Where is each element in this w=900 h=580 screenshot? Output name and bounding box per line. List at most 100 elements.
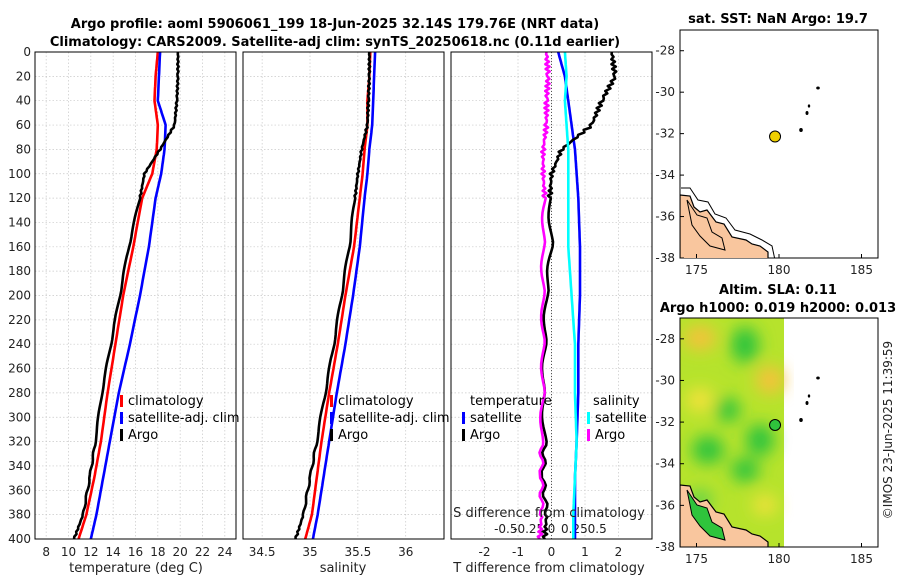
temperature-series [72,52,180,539]
temperature-x-tick-label: 18 [150,545,165,559]
legend-label-climatology: climatology [128,394,204,409]
sla-map-y-tick-label: -30 [655,373,675,387]
legend-swatch-satellite [330,412,333,424]
salinity-x-tick-label: 35.5 [344,545,371,559]
sla-field-blobs [684,326,784,515]
legend-label-t-satellite: satellite [470,411,522,426]
legend-swatch-argo [330,429,333,441]
imos-credit: ©IMOS 23-Jun-2025 11:39:59 [881,341,895,519]
temperature-line-climatology [77,52,160,539]
legend-label-climatology: climatology [338,394,414,409]
difference-x-tick-label: 1 [581,545,589,559]
difference-frame [450,51,653,540]
difference-x-tick-label: -1 [512,545,524,559]
legend-title-temperature: temperature [470,394,552,409]
salinity-series [294,52,377,539]
sla-blob [692,436,724,464]
sst-map-land [680,187,776,258]
legend-label-satellite: satellite-adj. clim [128,411,240,426]
depth-tick-label: 20 [16,69,31,83]
difference-x-tick-label: -2 [479,545,491,559]
difference-top-tick-label: 0.5 [588,522,607,536]
sst-map-axes: 175 180 185 -28 -30 -32 -34 -36 -38 [655,44,873,277]
sst-map-y-tick-label: -28 [655,44,675,58]
depth-tick-label: 80 [16,142,31,156]
legend-label-argo: Argo [128,428,158,443]
depth-tick-label: 220 [8,313,31,327]
island-marker [807,104,811,108]
salinity-xlabel: salinity [320,561,367,576]
difference-line-t-argo [540,52,618,539]
island-marker [805,401,809,405]
sla-blob [684,326,716,350]
difference-x-tick-label: 2 [615,545,623,559]
salinity-line-satellite-adj-clim [311,52,377,539]
temperature-x-tick-label: 12 [83,545,98,559]
legend-swatch-argo [120,429,123,441]
sla-map-y-tick-label: -38 [655,540,675,554]
depth-tick-label: 200 [8,289,31,303]
depth-tick-label: 120 [8,191,31,205]
sst-map-y-tick-label: -34 [655,168,675,182]
temperature-panel: 8 10 12 14 16 18 20 22 2402040608010012014016018… [8,45,237,559]
legend-label-satellite: satellite-adj. clim [338,411,450,426]
difference-line-s-satellite [563,52,578,539]
sla-map-x-tick-label: 180 [768,552,791,566]
sla-blob [731,327,759,363]
sla-map-axes: 175 180 185 -28 -30 -32 -34 -36 -38 [655,332,873,566]
salinity-x-tick-label: 34.5 [249,545,276,559]
sst-map-y-tick-label: -36 [655,210,675,224]
temperature-x-tick-label: 16 [128,545,143,559]
temperature-x-tick-label: 22 [195,545,210,559]
island-marker [807,394,811,398]
sla-blob [686,388,714,412]
sla-map-x-tick-label: 185 [850,552,873,566]
sla-blob [731,458,759,482]
depth-tick-label: 260 [8,362,31,376]
temperature-frame [34,51,237,540]
temperature-xlabel: temperature (deg C) [69,561,203,576]
depth-tick-label: 320 [8,435,31,449]
sla-blob [753,495,777,515]
temperature-legend: climatology satellite-adj. clim Argo [120,394,240,443]
sla-map-title-line2: Argo h1000: 0.019 h2000: 0.013 [660,301,896,316]
difference-top-tick-label: 0 [548,522,556,536]
sla-blob [746,424,774,456]
sst-map-x-tick-label: 185 [850,263,873,277]
chart-title-line2: Climatology: CARS2009. Satellite-adj cli… [50,35,620,50]
island-marker [816,86,820,90]
salinity-plot-area [243,52,444,539]
island-marker [799,418,803,422]
sst-map-y-tick-label: -38 [655,251,675,265]
difference-top-tick-label: -0.25 [513,522,544,536]
legend-swatch-climatology [120,395,123,407]
difference-panel: -2 -1 0 1 2-0.5-0.25 0 0.25 0.5 [450,51,653,559]
sla-map-field [680,318,784,547]
legend-swatch-t-argo [462,429,465,441]
depth-tick-label: 180 [8,264,31,278]
salinity-line-argo [294,52,372,539]
sla-map-y-tick-label: -34 [655,457,675,471]
legend-swatch-climatology [330,395,333,407]
sla-map-islands [799,376,820,422]
depth-tick-label: 160 [8,240,31,254]
sst-map-argo-marker [769,130,782,143]
chart-title-line1: Argo profile: aoml 5906061_199 18-Jun-20… [71,17,599,32]
sla-map: 175 180 185 -28 -30 -32 -34 -36 -38 [655,317,879,566]
depth-tick-label: 100 [8,167,31,181]
sst-map-coast-contour [686,199,726,251]
depth-tick-label: 140 [8,215,31,229]
depth-tick-label: 280 [8,386,31,400]
depth-tick-label: 360 [8,483,31,497]
sla-map-coast-contour [686,489,726,541]
legend-swatch-s-satellite [587,412,590,424]
difference-series [536,52,618,539]
salinity-legend: climatology satellite-adj. clim Argo [330,394,450,443]
temperature-line-satellite-adj-clim [89,52,167,539]
salinity-x-tick-label: 35 [302,545,317,559]
temperature-x-tick-label: 24 [217,545,232,559]
sla-map-x-tick-label: 175 [685,552,708,566]
sla-blob [756,366,784,394]
legend-label-s-argo: Argo [595,428,625,443]
